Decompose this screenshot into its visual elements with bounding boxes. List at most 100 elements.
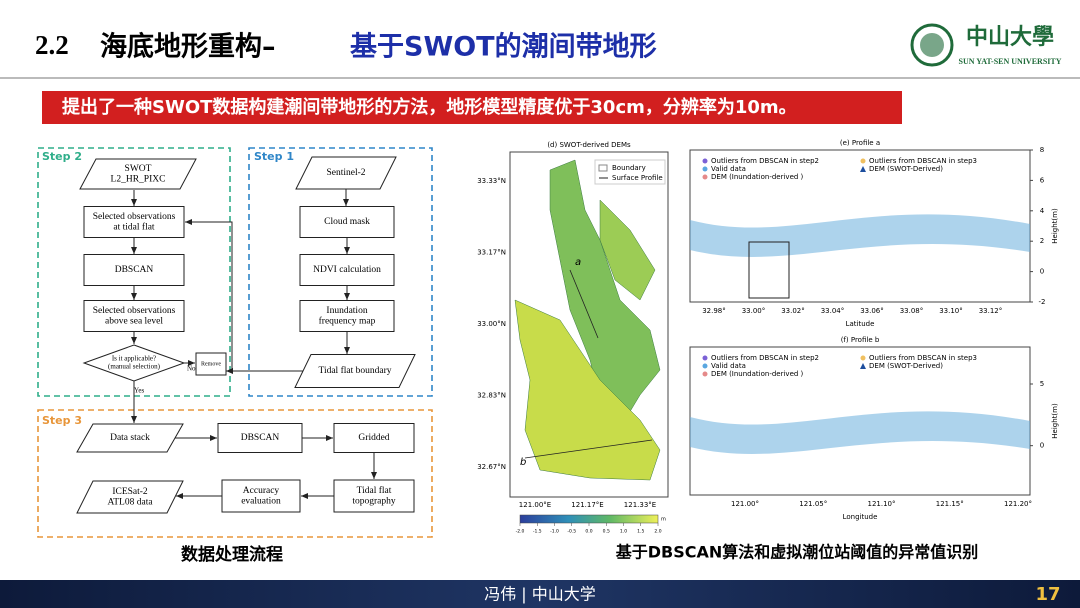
flow-node	[83, 300, 185, 332]
colorbar-label: -1.5	[533, 529, 542, 535]
node-label: L2_HR_PIXC	[111, 174, 166, 184]
colorbar-label: 0.0	[585, 529, 592, 535]
legend	[698, 154, 1023, 186]
legend-label: Outliers from DBSCAN in step3	[869, 157, 977, 165]
legend-label: Valid data	[711, 165, 746, 173]
legend-marker	[702, 371, 708, 377]
map-y-tick: 32.83°N	[477, 392, 506, 400]
step1-box	[248, 147, 433, 397]
surface-profile	[524, 439, 653, 459]
colorbar-label: -0.5	[567, 529, 576, 535]
flow-node	[294, 354, 416, 388]
colorbar-label: 2.0	[654, 529, 661, 535]
legend-label: DEM (Inundation-derived )	[711, 173, 804, 181]
x-tick-label: 33.12°	[979, 307, 1003, 315]
x-tick-label: 33.04°	[821, 307, 845, 315]
x-tick-label: 33.08°	[900, 307, 924, 315]
legend-marker	[702, 158, 708, 164]
map-y-tick: 33.33°N	[477, 177, 506, 185]
profile-label: b	[520, 457, 526, 468]
node-label: Sentinel-2	[326, 168, 365, 178]
flow-node	[76, 423, 184, 453]
y-tick-label: 2	[1040, 237, 1044, 245]
node-label: evaluation	[241, 496, 281, 506]
banner	[42, 91, 902, 124]
legend-label: DEM (SWOT-Derived)	[869, 362, 943, 370]
x-tick-label: 33.02°	[781, 307, 805, 315]
flow-node	[82, 344, 186, 382]
logo-emblem	[910, 23, 954, 67]
map-land	[514, 299, 661, 481]
profile-label: a	[575, 257, 581, 268]
node-label: topography	[352, 496, 396, 506]
highlight-box	[748, 241, 790, 299]
yes-label: Yes	[134, 387, 144, 395]
flow-node	[83, 206, 185, 238]
map-y-tick: 33.00°N	[477, 320, 506, 328]
logo-en: SUN YAT-SEN UNIVERSITY	[959, 57, 1062, 66]
flow-arrow	[185, 219, 233, 371]
banner-text: 提出了一种SWOT数据构建潮间带地形的方法，地形模型精度优于30cm，分辨率为1…	[62, 96, 797, 118]
footer-bar	[0, 580, 1080, 608]
y-tick-label: 6	[1040, 176, 1045, 184]
x-tick-label: 32.98°	[702, 307, 726, 315]
data-cloud	[690, 214, 1030, 257]
footer-text: 冯伟 | 中山大学	[484, 585, 596, 604]
flow-node	[221, 479, 301, 513]
node-label: Selected observations	[93, 306, 176, 316]
legend-marker	[702, 363, 708, 369]
node-label: Remove	[201, 361, 221, 367]
map-title: (d) SWOT-derived DEMs	[547, 141, 631, 149]
node-label: at tidal flat	[113, 221, 155, 232]
x-tick-label: 121.10°	[868, 500, 896, 508]
node-label: ATL08 data	[107, 497, 153, 507]
node-label: ICESat-2	[112, 487, 148, 497]
map-legend	[594, 159, 666, 185]
logo-cn: 中山大學	[966, 24, 1054, 50]
node-label: Accuracy	[243, 486, 280, 496]
node-label: frequency map	[319, 315, 376, 326]
map-y-tick: 32.67°N	[477, 463, 506, 471]
flow-node	[295, 156, 397, 190]
legend-label: Boundary	[612, 164, 646, 172]
colorbar	[519, 514, 659, 524]
legend-label: Outliers from DBSCAN in step2	[711, 354, 819, 362]
flow-node	[299, 206, 395, 238]
legend-label: Outliers from DBSCAN in step2	[711, 157, 819, 165]
flow-node	[76, 480, 184, 514]
legend-label: Surface Profile	[612, 174, 663, 182]
y-tick-label: 0	[1040, 442, 1044, 450]
node-label: (manual selection)	[108, 363, 161, 371]
legend-label: Valid data	[711, 362, 746, 370]
node-label: Is it applicable?	[112, 355, 156, 363]
legend-marker	[860, 355, 866, 361]
node-label: Gridded	[358, 433, 389, 443]
step-label: Step 3	[42, 414, 82, 427]
node-label: Tidal flat	[357, 485, 392, 496]
flow-node	[299, 254, 395, 286]
x-tick-label: 121.00°	[731, 500, 759, 508]
legend-marker	[860, 166, 866, 172]
x-tick-label: 121.05°	[799, 500, 827, 508]
colorbar-label: -1.0	[550, 529, 559, 535]
node-label: DBSCAN	[241, 433, 280, 443]
title-b: 基于SWOT的潮间带地形	[350, 31, 657, 63]
x-tick-label: 33.00°	[742, 307, 766, 315]
flow-node	[333, 423, 415, 453]
x-axis-label: Latitude	[846, 320, 875, 328]
y-tick-label: -2	[1039, 298, 1046, 306]
x-tick-label: 33.06°	[860, 307, 884, 315]
flow-node	[299, 300, 395, 332]
x-tick-label: 121.20°	[1004, 500, 1032, 508]
node-label: Tidal flat boundary	[318, 365, 391, 376]
legend-label: DEM (SWOT-Derived)	[869, 165, 943, 173]
legend	[698, 351, 1023, 383]
map-y-tick: 33.17°N	[477, 249, 506, 257]
legend-marker	[702, 166, 708, 172]
profile-title: (e) Profile a	[840, 139, 880, 147]
legend-label: Outliers from DBSCAN in step3	[869, 354, 977, 362]
node-label: above sea level	[105, 316, 163, 326]
figure-caption: 基于DBSCAN算法和虚拟潮位站阈值的异常值识别	[615, 543, 979, 562]
page-number: 17	[1035, 584, 1060, 605]
